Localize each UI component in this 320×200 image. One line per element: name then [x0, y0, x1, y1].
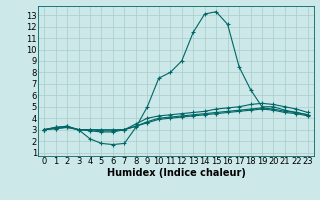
X-axis label: Humidex (Indice chaleur): Humidex (Indice chaleur)	[107, 168, 245, 178]
